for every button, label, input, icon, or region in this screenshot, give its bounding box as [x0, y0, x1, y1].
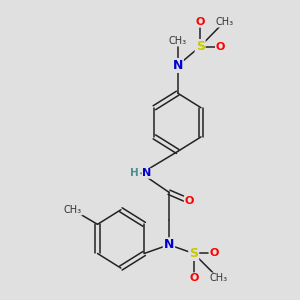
Text: CH₃: CH₃	[209, 273, 228, 283]
Text: N: N	[172, 59, 183, 72]
Text: N: N	[142, 168, 151, 178]
Text: CH₃: CH₃	[64, 205, 82, 215]
Text: O: O	[185, 196, 194, 206]
Text: CH₃: CH₃	[215, 17, 233, 27]
Text: CH₃: CH₃	[169, 36, 187, 46]
Text: O: O	[189, 273, 198, 283]
Text: O: O	[196, 17, 205, 27]
Text: O: O	[209, 248, 219, 259]
Text: H: H	[130, 168, 139, 178]
Text: S: S	[196, 40, 205, 53]
Text: N: N	[164, 238, 174, 251]
Text: O: O	[216, 41, 225, 52]
Text: S: S	[189, 247, 198, 260]
